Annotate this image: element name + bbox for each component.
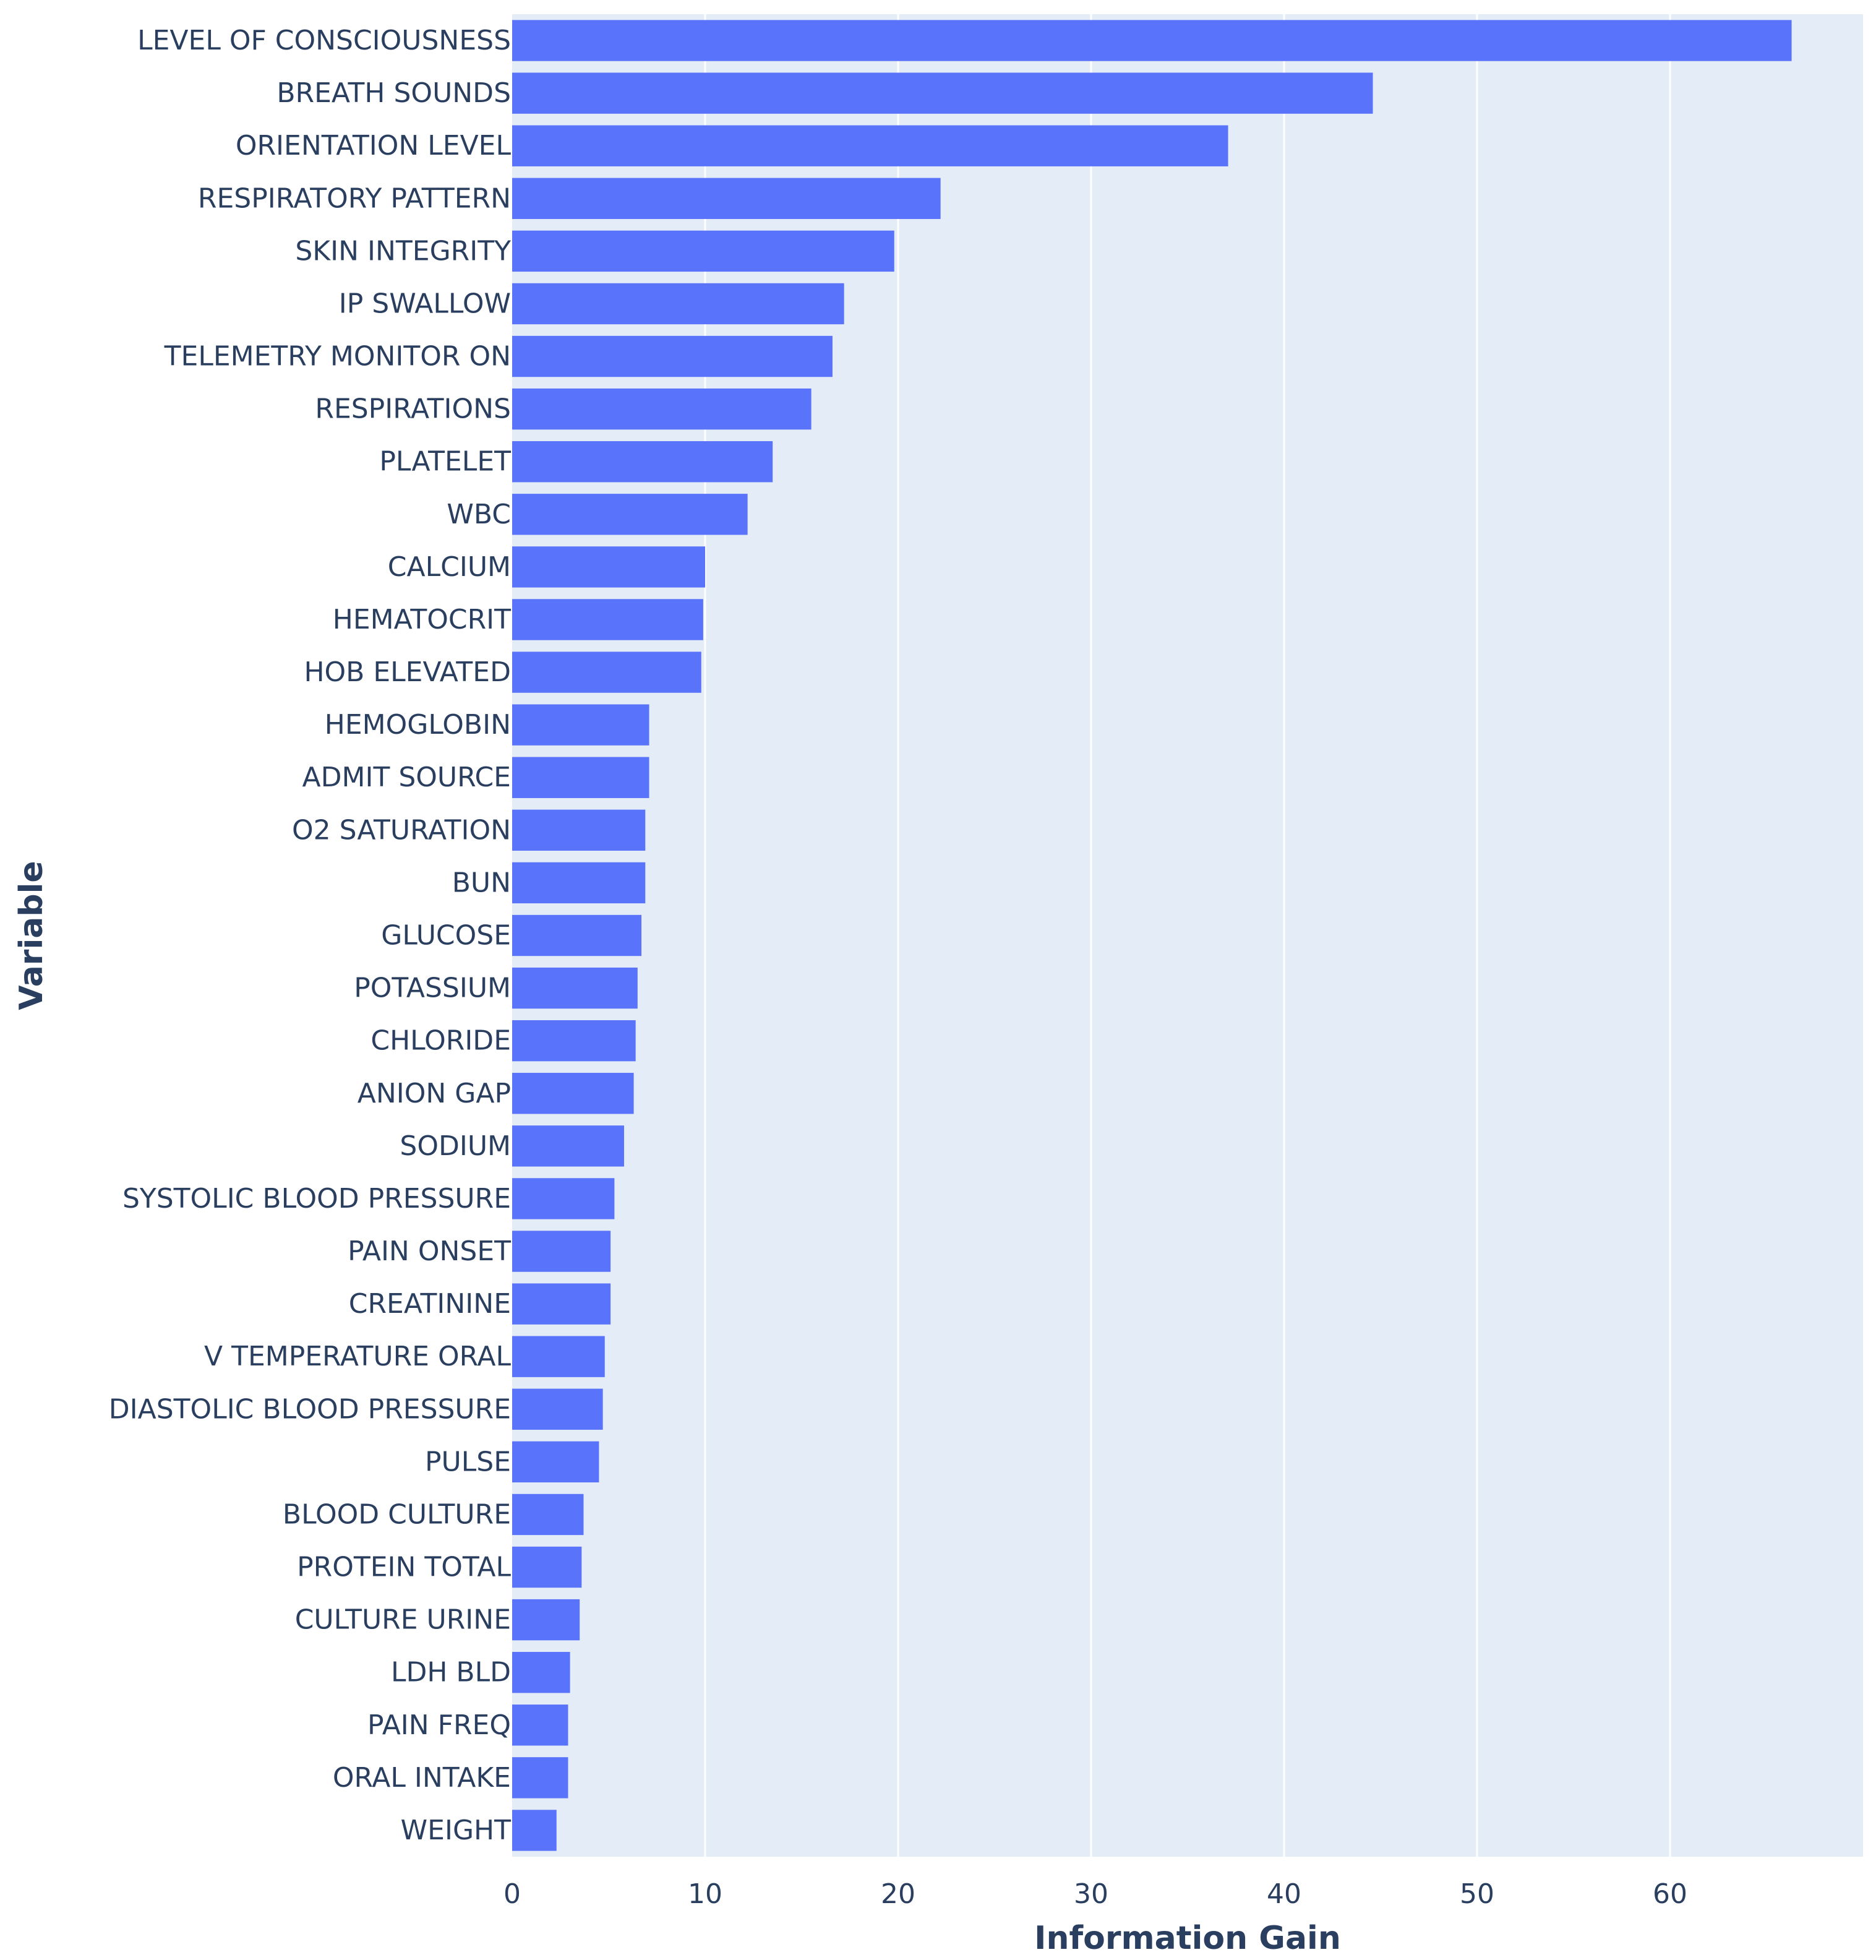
category-label: SYSTOLIC BLOOD PRESSURE	[122, 1183, 511, 1214]
category-label: CALCIUM	[388, 551, 511, 583]
category-label: WEIGHT	[401, 1815, 511, 1846]
x-tick-label: 60	[1653, 1878, 1687, 1910]
category-label: GLUCOSE	[381, 920, 511, 952]
category-label: BUN	[452, 867, 511, 898]
x-tick-label: 10	[688, 1878, 722, 1910]
bar	[512, 494, 748, 535]
bars	[512, 20, 1792, 1851]
category-label: PULSE	[425, 1446, 511, 1477]
category-labels: LEVEL OF CONSCIOUSNESS BREATH SOUNDS ORIEN…	[109, 25, 512, 1846]
x-tick-label: 20	[881, 1878, 915, 1910]
bar	[512, 757, 649, 798]
bar	[512, 1599, 580, 1641]
category-label: PAIN FREQ	[367, 1709, 511, 1741]
bar	[512, 1652, 570, 1693]
bar	[512, 72, 1373, 114]
bar	[512, 1704, 568, 1746]
bar	[512, 1546, 582, 1588]
bar	[512, 651, 701, 693]
category-label: SKIN INTEGRITY	[295, 235, 511, 267]
category-label: HOB ELEVATED	[304, 656, 511, 688]
bar	[512, 546, 705, 588]
category-label: TELEMETRY MONITOR ON	[164, 341, 511, 372]
bar	[512, 1073, 634, 1114]
category-label: ORIENTATION LEVEL	[236, 130, 512, 161]
category-label: RESPIRATORY PATTERN	[198, 183, 511, 214]
category-label: O2 SATURATION	[292, 814, 511, 846]
x-axis-title: Information Gain	[1034, 1920, 1341, 1957]
bar	[512, 1757, 568, 1799]
category-label: RESPIRATIONS	[315, 393, 511, 425]
category-label: IP SWALLOW	[339, 288, 511, 319]
bar	[512, 967, 638, 1009]
category-label: BREATH SOUNDS	[276, 77, 511, 109]
bar	[512, 1441, 599, 1483]
bar	[512, 1810, 557, 1851]
category-label: PROTEIN TOTAL	[297, 1552, 511, 1583]
bar	[512, 1231, 611, 1272]
x-tick-label: 40	[1267, 1878, 1301, 1910]
x-tick-labels: 0 10 20 30 40 50 60	[503, 1878, 1687, 1910]
category-label: DIASTOLIC BLOOD PRESSURE	[109, 1393, 511, 1425]
bar	[512, 1125, 624, 1167]
category-label: CULTURE URINE	[295, 1604, 511, 1636]
bar	[512, 1178, 615, 1219]
category-label: HEMATOCRIT	[333, 604, 511, 635]
bar	[512, 20, 1792, 61]
category-label: LEVEL OF CONSCIOUSNESS	[137, 25, 511, 56]
category-label: ORAL INTAKE	[333, 1762, 511, 1794]
bar	[512, 862, 646, 904]
bar	[512, 1020, 636, 1062]
bar	[512, 1336, 605, 1377]
category-label: SODIUM	[400, 1130, 511, 1162]
category-label: LDH BLD	[391, 1657, 511, 1688]
category-label: HEMOGLOBIN	[325, 709, 511, 741]
bar	[512, 599, 703, 640]
bar	[512, 230, 894, 272]
bar	[512, 441, 773, 483]
y-axis-title: Variable	[13, 861, 50, 1010]
bar	[512, 283, 844, 325]
bar	[512, 178, 941, 219]
bar	[512, 704, 649, 746]
category-label: BLOOD CULTURE	[283, 1498, 511, 1530]
bar	[512, 809, 646, 851]
category-label: PAIN ONSET	[348, 1236, 511, 1267]
x-tick-label: 30	[1074, 1878, 1108, 1910]
bar	[512, 1388, 603, 1430]
category-label: CHLORIDE	[370, 1025, 511, 1057]
category-label: V TEMPERATURE ORAL	[204, 1341, 511, 1372]
x-tick-label: 50	[1460, 1878, 1494, 1910]
bar	[512, 388, 812, 430]
bar	[512, 1283, 611, 1325]
bar	[512, 914, 642, 956]
bar	[512, 125, 1228, 166]
category-label: ANION GAP	[358, 1078, 511, 1109]
category-label: POTASSIUM	[354, 973, 511, 1004]
x-tick-label: 0	[503, 1878, 521, 1910]
bar	[512, 335, 833, 377]
bar	[512, 1494, 584, 1536]
category-label: CREATININE	[349, 1288, 511, 1320]
category-label: PLATELET	[379, 446, 511, 478]
category-label: WBC	[447, 499, 511, 530]
category-label: ADMIT SOURCE	[302, 762, 511, 793]
